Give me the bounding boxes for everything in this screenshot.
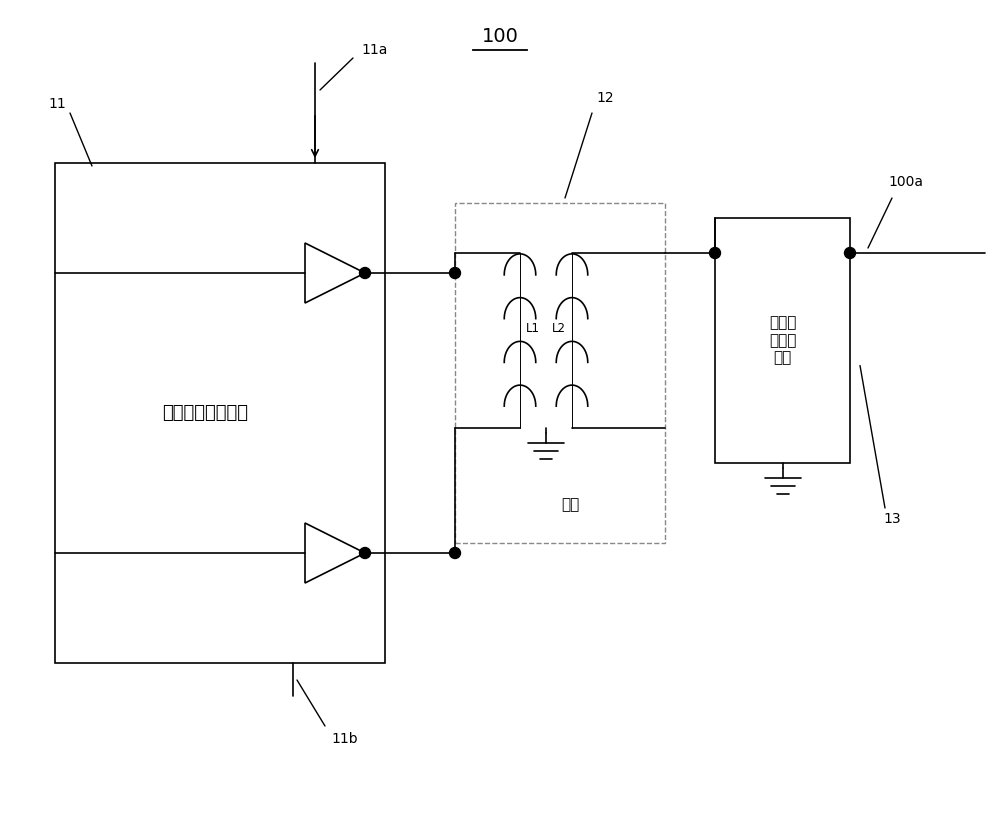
Bar <box>715 218 850 463</box>
Text: 13: 13 <box>883 512 901 526</box>
Circle shape <box>844 248 856 258</box>
Text: 100a: 100a <box>889 175 924 189</box>
Circle shape <box>450 547 460 559</box>
Bar <box>55 163 385 663</box>
Circle shape <box>360 547 370 559</box>
Text: 12: 12 <box>596 91 614 105</box>
Circle shape <box>360 267 370 278</box>
Text: 11a: 11a <box>362 43 388 57</box>
Text: 11: 11 <box>48 97 66 111</box>
Circle shape <box>450 267 460 278</box>
Text: 巴伦: 巴伦 <box>561 497 579 513</box>
Text: 100: 100 <box>482 26 518 46</box>
Text: L2: L2 <box>552 322 566 335</box>
Text: 11b: 11b <box>332 732 358 746</box>
Circle shape <box>710 248 720 258</box>
Bar <box>455 203 665 543</box>
Text: 差分功率放大电路: 差分功率放大电路 <box>162 404 248 422</box>
Text: L1: L1 <box>526 322 540 335</box>
Text: 第一谐
波抑制
单元: 第一谐 波抑制 单元 <box>769 316 796 366</box>
